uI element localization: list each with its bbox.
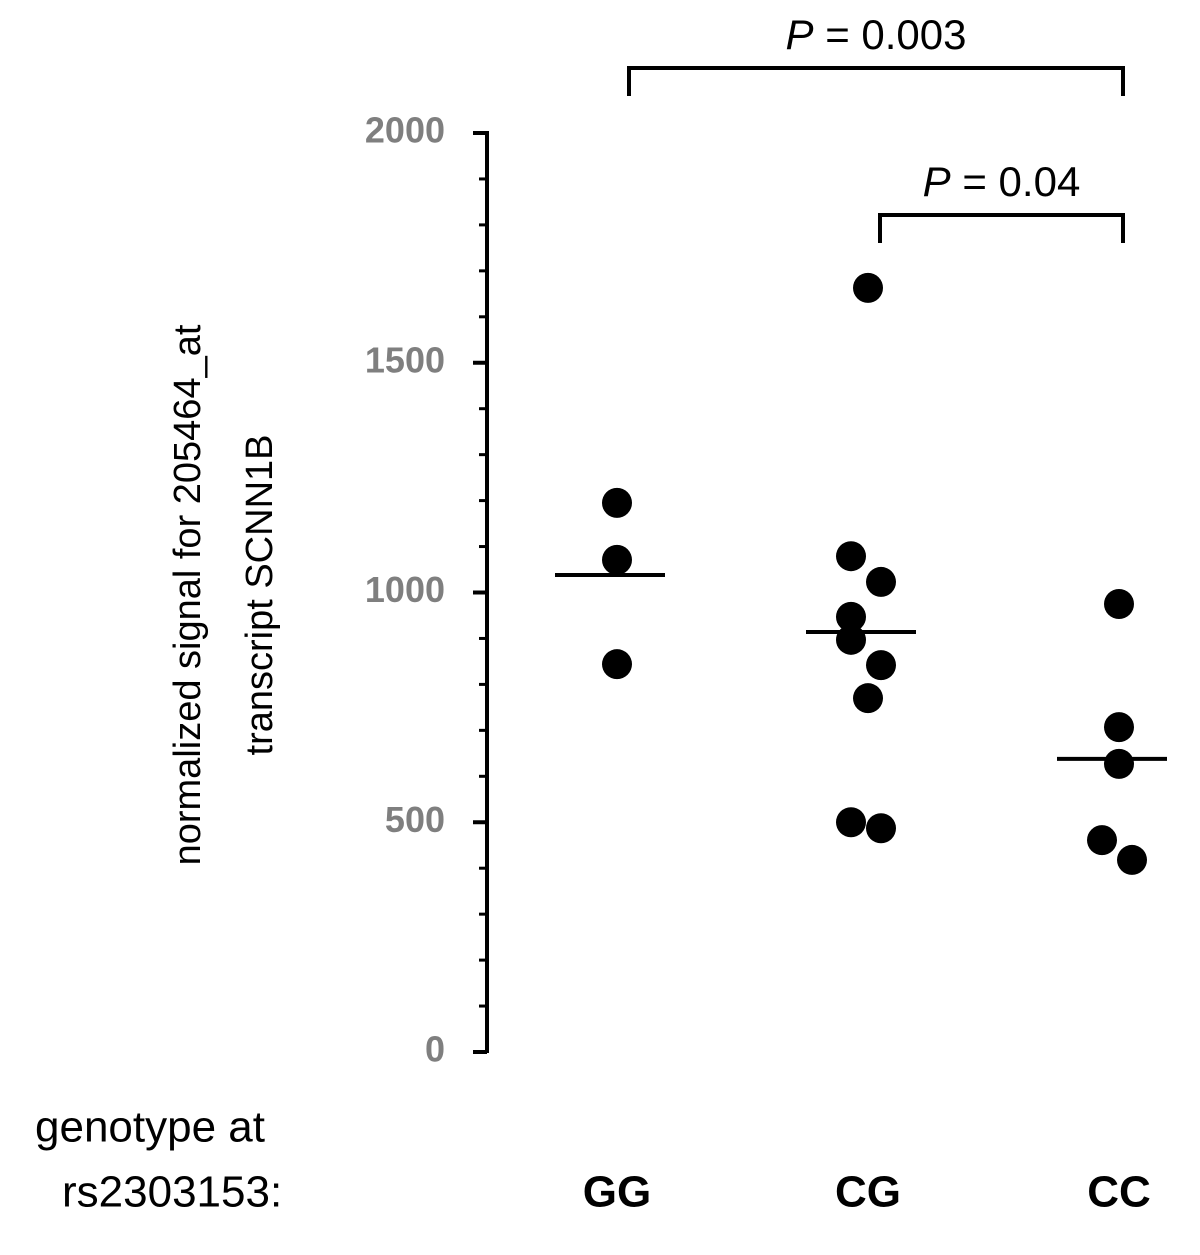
data-point <box>866 650 896 681</box>
x-label-line: rs2303153: <box>62 1168 282 1217</box>
significance-bracket <box>627 66 1125 96</box>
data-point <box>1104 712 1134 743</box>
x-label-line: genotype at <box>35 1103 265 1152</box>
data-point <box>836 807 866 838</box>
data-point <box>602 544 632 575</box>
data-point <box>836 624 866 655</box>
significance-bracket <box>878 213 1125 243</box>
y-tick-label: 1000 <box>365 569 445 610</box>
p-value: = 0.003 <box>825 11 966 58</box>
y-tick-label: 1500 <box>365 339 445 380</box>
data-point <box>853 683 883 714</box>
x-tick-label: GG <box>583 1168 651 1217</box>
data-point <box>866 813 896 844</box>
significance-label: P = 0.04 <box>923 158 1081 205</box>
significance-label: P = 0.003 <box>786 11 967 58</box>
data-point <box>1087 825 1117 856</box>
p-symbol: P <box>786 11 814 58</box>
y-label: normalized signal for 205464_at transcri… <box>167 324 281 865</box>
y-tick-label: 2000 <box>365 110 445 151</box>
data-point <box>1104 748 1134 779</box>
x-tick-label: CC <box>1087 1168 1151 1217</box>
y-tick-label: 0 <box>425 1029 445 1070</box>
data-point <box>866 566 896 597</box>
data-point <box>602 487 632 518</box>
data-point <box>836 541 866 572</box>
data-point <box>602 649 632 680</box>
x-tick-label: CG <box>835 1168 901 1217</box>
data-point <box>1104 588 1134 619</box>
p-value: = 0.04 <box>962 158 1080 205</box>
y-label-line: transcript SCNN1B <box>239 435 281 756</box>
y-tick-label: 500 <box>385 799 445 840</box>
y-label-line: normalized signal for 205464_at <box>167 324 209 865</box>
p-symbol: P <box>923 158 951 205</box>
data-point <box>836 601 866 632</box>
data-point <box>1117 844 1147 875</box>
data-point <box>853 272 883 303</box>
